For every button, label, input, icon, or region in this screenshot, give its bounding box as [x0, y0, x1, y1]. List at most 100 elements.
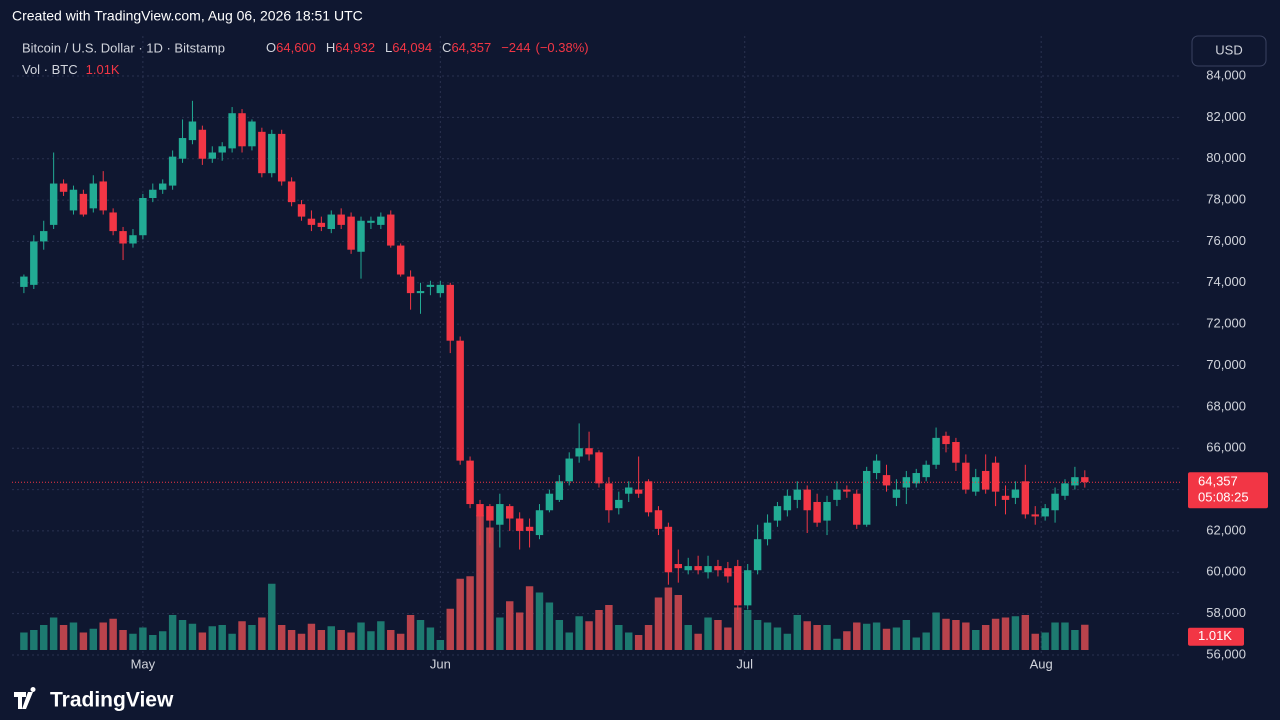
candle-body	[357, 220, 365, 252]
volume-bar	[248, 625, 256, 650]
candle-body	[317, 222, 326, 227]
y-tick-label: 70,000	[1206, 357, 1246, 372]
candle-body	[595, 452, 603, 484]
candle-body	[515, 518, 524, 531]
x-tick-label: Jul	[736, 656, 753, 671]
volume-bar	[337, 630, 345, 650]
candle-body	[426, 284, 435, 287]
volume-bar	[952, 620, 960, 650]
candle-body	[69, 189, 78, 211]
candle-body	[674, 564, 683, 569]
y-tick-label: 76,000	[1206, 233, 1246, 248]
volume-bar	[525, 586, 534, 650]
volume-bar	[367, 631, 375, 650]
volume-bar	[605, 605, 613, 650]
volume-bar	[724, 627, 732, 650]
grid	[12, 36, 1180, 656]
volume-bar	[158, 631, 167, 650]
y-tick-label: 68,000	[1206, 398, 1246, 413]
candle-body	[109, 212, 117, 232]
volume-last: 1.01K	[86, 62, 120, 77]
candle-body	[337, 214, 345, 225]
x-tick-label: Aug	[1030, 656, 1053, 671]
y-tick-label: 82,000	[1206, 109, 1246, 124]
ohlc-header: O64,600 H64,932 L64,094 C64,357 −244 (−0.38%)	[266, 40, 589, 55]
volume-bar	[694, 633, 702, 650]
ohlc-key: C	[442, 40, 451, 55]
candle-body	[258, 131, 266, 174]
change-pct: (−0.38%)	[536, 40, 589, 55]
candle-body	[198, 129, 207, 159]
volume-bar	[99, 622, 107, 650]
candle-body	[1031, 514, 1039, 517]
candle-body	[734, 566, 742, 606]
candle-body	[962, 462, 970, 490]
overlay: 56,00058,00060,00062,00064,00066,00068,0…	[12, 67, 1268, 671]
candle-body	[377, 216, 385, 225]
candle-body	[436, 284, 445, 294]
volume-bar	[545, 602, 554, 650]
candle-body	[555, 481, 564, 500]
volume-bar	[30, 630, 38, 650]
candle-body	[248, 121, 256, 147]
volume-bar	[1031, 633, 1039, 650]
y-tick-label: 72,000	[1206, 316, 1246, 331]
volume-bar	[773, 627, 782, 650]
volume-bar	[882, 628, 891, 650]
symbol-title: Bitcoin / U.S. Dollar · 1D · Bitstamp	[22, 40, 225, 55]
candle-body	[178, 138, 187, 159]
candle-body	[981, 470, 990, 490]
volume-bar	[268, 583, 276, 650]
candle-body	[188, 121, 197, 141]
volume-bar	[317, 630, 326, 650]
y-tick-label: 78,000	[1206, 192, 1246, 207]
logo-mark	[14, 686, 36, 709]
volume-bar	[476, 515, 484, 650]
volume-bar	[149, 635, 157, 650]
volume-bar	[347, 632, 355, 650]
candle-body	[625, 487, 633, 494]
volume-bar	[654, 597, 663, 650]
volume-bar	[1001, 617, 1010, 650]
currency-label[interactable]: USD	[1215, 42, 1242, 57]
volume-bar	[109, 618, 117, 650]
candle-body	[1061, 483, 1069, 496]
volume-bar	[515, 612, 524, 650]
candle-body	[168, 156, 177, 186]
volume-bar	[168, 615, 177, 650]
ohlc-value: 64,932	[335, 40, 375, 55]
candle-body	[268, 133, 276, 174]
change: −244	[501, 40, 530, 55]
candle-body	[872, 460, 881, 474]
volume-bar	[991, 618, 1000, 650]
ohlc-value: 64,600	[276, 40, 316, 55]
x-tick-label: Jun	[430, 656, 451, 671]
volume-bar	[238, 621, 246, 650]
candle-pane	[20, 100, 1089, 620]
candle-body	[307, 218, 316, 225]
candle-body	[297, 204, 306, 217]
volume-bar	[714, 620, 722, 650]
candle-body	[367, 220, 375, 223]
candle-body	[238, 113, 246, 147]
candle-body	[486, 506, 494, 521]
candle-body	[654, 510, 663, 529]
currency-button[interactable]	[1191, 35, 1267, 67]
volume-bar	[1041, 632, 1049, 650]
volume-bar	[387, 630, 395, 650]
candle-body	[20, 276, 28, 287]
candle-body	[208, 152, 217, 159]
brand-logo: TradingView	[14, 686, 174, 712]
volume-bar	[803, 621, 811, 650]
volume-bar	[1061, 622, 1069, 650]
volume-title: Vol · BTC	[22, 62, 78, 77]
candle-body	[1001, 495, 1010, 500]
candle-body	[922, 464, 930, 478]
volume-bar	[1051, 622, 1059, 650]
candle-body	[575, 448, 583, 457]
volume-bar	[704, 617, 712, 650]
volume-bar	[942, 618, 950, 650]
ohlc-value: 64,094	[392, 40, 432, 55]
volume-bar	[426, 627, 435, 650]
candle-body	[496, 504, 504, 525]
